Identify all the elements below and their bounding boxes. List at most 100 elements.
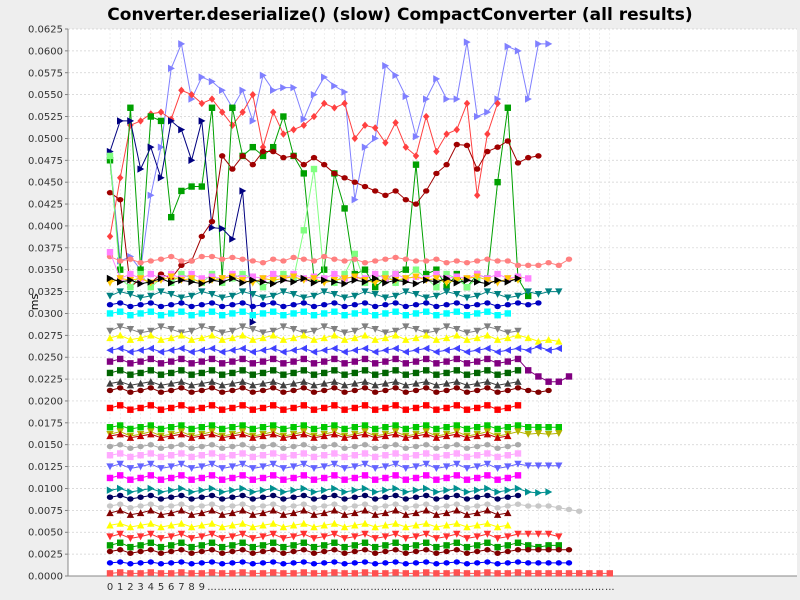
data-point: [269, 327, 277, 335]
data-point: [524, 530, 532, 538]
y-tick-label: 0.0250: [28, 353, 63, 364]
data-point: [504, 387, 511, 394]
data-point: [147, 402, 154, 409]
data-point: [442, 346, 450, 354]
data-point: [525, 262, 532, 269]
data-point: [351, 292, 359, 300]
data-point: [300, 161, 307, 168]
data-point: [280, 360, 287, 367]
data-point: [351, 358, 358, 365]
data-point: [157, 256, 165, 262]
data-point: [259, 509, 267, 517]
data-point: [218, 535, 226, 543]
data-point: [249, 496, 256, 502]
data-point: [198, 509, 206, 517]
data-point: [187, 381, 196, 389]
data-point: [239, 559, 246, 565]
x-tick-label: ...: [605, 582, 615, 593]
data-point: [188, 488, 196, 496]
data-point: [188, 476, 195, 483]
data-point: [412, 334, 420, 342]
data-point: [117, 492, 124, 499]
data-point: [340, 348, 348, 356]
data-point: [178, 258, 185, 264]
data-point: [270, 442, 277, 448]
data-point: [484, 279, 492, 288]
data-point: [463, 453, 471, 461]
data-point: [381, 329, 390, 337]
data-point: [269, 460, 277, 468]
data-point: [371, 348, 379, 356]
data-point: [483, 323, 492, 331]
data-point: [432, 348, 440, 356]
data-point: [137, 503, 144, 509]
data-point: [442, 323, 451, 331]
data-point: [321, 369, 328, 377]
data-point: [514, 428, 522, 436]
data-point: [402, 453, 409, 461]
data-point: [310, 543, 318, 551]
data-point: [330, 530, 339, 538]
data-point: [371, 465, 379, 473]
x-tick-label: ...: [585, 582, 595, 593]
data-point: [381, 334, 390, 342]
data-point: [402, 570, 409, 577]
data-point: [137, 424, 144, 431]
data-point: [157, 476, 165, 483]
data-point: [412, 369, 420, 377]
data-point: [228, 432, 237, 440]
data-point: [269, 276, 277, 284]
data-point: [320, 334, 328, 342]
data-point: [412, 494, 420, 500]
data-point: [219, 278, 226, 286]
data-point: [514, 331, 522, 339]
data-point: [463, 99, 471, 108]
data-point: [270, 385, 277, 391]
data-point: [239, 385, 246, 391]
data-point: [504, 334, 512, 342]
data-point: [321, 73, 328, 81]
x-tick-label: 7: [178, 582, 184, 593]
data-point: [484, 385, 491, 391]
data-point: [392, 547, 399, 553]
data-point: [147, 191, 155, 199]
data-point: [310, 258, 318, 264]
data-point: [147, 422, 154, 429]
data-point: [187, 434, 196, 441]
data-point: [116, 323, 124, 331]
data-point: [259, 521, 267, 529]
data-point: [371, 290, 379, 298]
data-point: [442, 509, 451, 517]
data-point: [504, 104, 511, 111]
data-point: [137, 301, 144, 308]
data-point: [228, 533, 237, 541]
data-point: [544, 431, 553, 438]
data-point: [198, 275, 205, 282]
data-point: [187, 292, 196, 300]
data-point: [483, 331, 492, 339]
data-point: [157, 174, 165, 182]
data-point: [382, 62, 390, 70]
data-point: [239, 539, 246, 546]
data-point: [423, 422, 430, 429]
data-point: [219, 505, 226, 511]
data-point: [504, 358, 511, 365]
data-point: [412, 533, 420, 541]
data-point: [106, 358, 114, 365]
data-point: [463, 488, 471, 496]
data-point: [310, 523, 318, 531]
data-point: [340, 511, 349, 518]
data-point: [198, 379, 206, 387]
data-point: [116, 275, 124, 283]
data-point: [535, 503, 542, 509]
data-point: [137, 369, 144, 377]
data-point: [117, 472, 124, 479]
data-point: [136, 294, 145, 302]
data-point: [504, 494, 511, 500]
data-point: [321, 99, 328, 108]
data-point: [270, 559, 277, 565]
data-point: [351, 379, 359, 387]
data-point: [494, 496, 501, 502]
data-point: [147, 506, 155, 514]
